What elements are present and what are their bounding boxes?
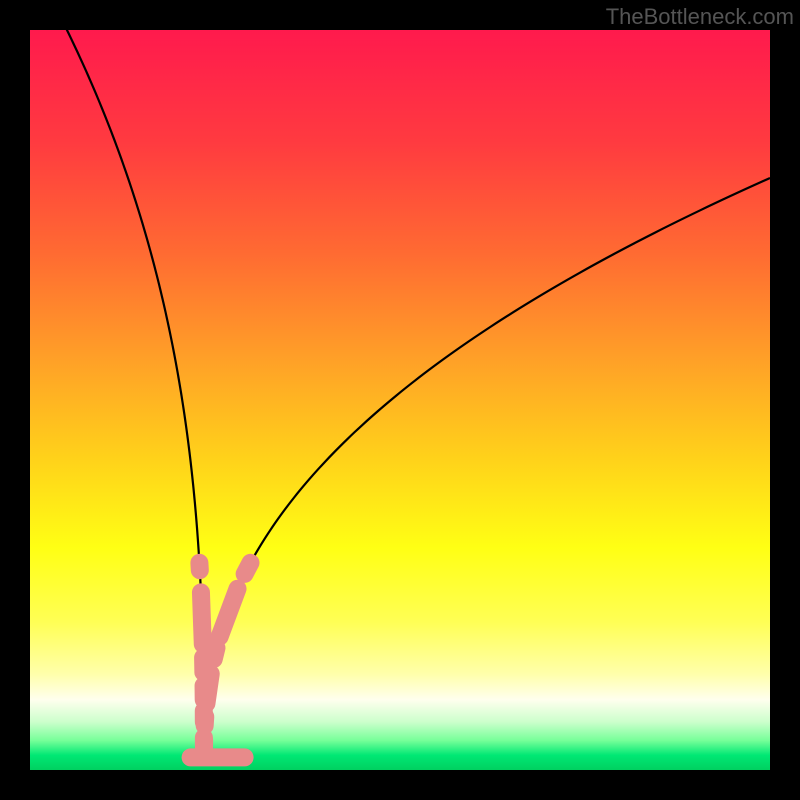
curve-marker — [206, 674, 210, 704]
chart-svg — [0, 0, 800, 800]
curve-marker — [205, 717, 206, 726]
chart-container: TheBottleneck.com — [0, 0, 800, 800]
curve-marker — [214, 648, 217, 659]
plot-background — [30, 30, 770, 770]
curve-marker — [245, 563, 251, 574]
curve-marker — [201, 592, 203, 644]
